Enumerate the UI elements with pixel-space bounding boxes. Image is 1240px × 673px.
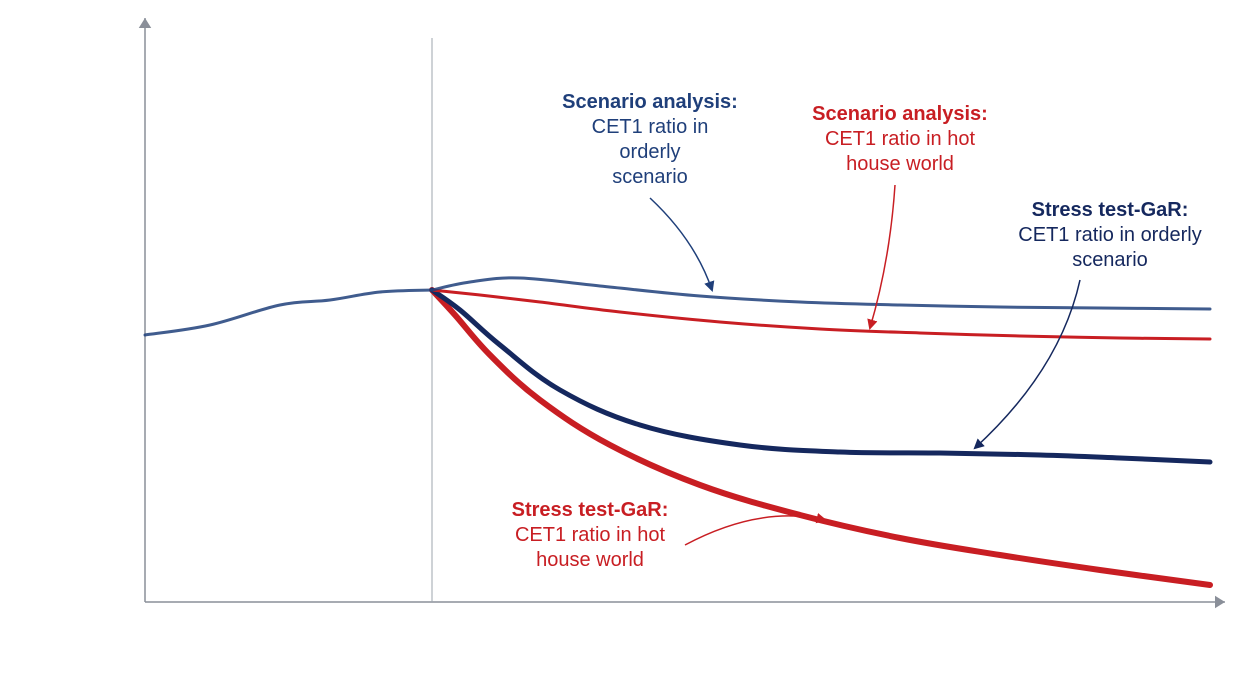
series-scenario_hothouse	[432, 290, 1210, 339]
ann_stress_orderly-body: CET1 ratio in orderly scenario	[1000, 223, 1220, 273]
ann_scenario_hothouse: Scenario analysis:CET1 ratio in hot hous…	[800, 102, 1000, 177]
ann_stress_hothouse-arrow	[685, 516, 825, 545]
ann_stress_orderly-title: Stress test-GaR:	[1000, 198, 1220, 223]
ann_stress_orderly: Stress test-GaR:CET1 ratio in orderly sc…	[1000, 198, 1220, 273]
ann_scenario_orderly: Scenario analysis:CET1 ratio in orderly …	[560, 90, 740, 190]
ann_stress_hothouse: Stress test-GaR:CET1 ratio in hot house …	[490, 498, 690, 573]
ann_scenario_orderly-arrow	[650, 198, 712, 290]
ann_stress_orderly-arrow	[975, 280, 1080, 448]
ann_scenario_orderly-body: CET1 ratio in orderly scenario	[560, 115, 740, 190]
series-history	[145, 290, 432, 335]
ann_scenario_hothouse-arrow	[870, 185, 895, 328]
ann_stress_hothouse-title: Stress test-GaR:	[490, 498, 690, 523]
ann_scenario_hothouse-body: CET1 ratio in hot house world	[800, 127, 1000, 177]
ann_scenario_orderly-title: Scenario analysis:	[560, 90, 740, 115]
series-stress_orderly	[432, 290, 1210, 462]
line-chart: Scenario analysis:CET1 ratio in orderly …	[0, 0, 1240, 673]
ann_stress_hothouse-body: CET1 ratio in hot house world	[490, 523, 690, 573]
ann_scenario_hothouse-title: Scenario analysis:	[800, 102, 1000, 127]
